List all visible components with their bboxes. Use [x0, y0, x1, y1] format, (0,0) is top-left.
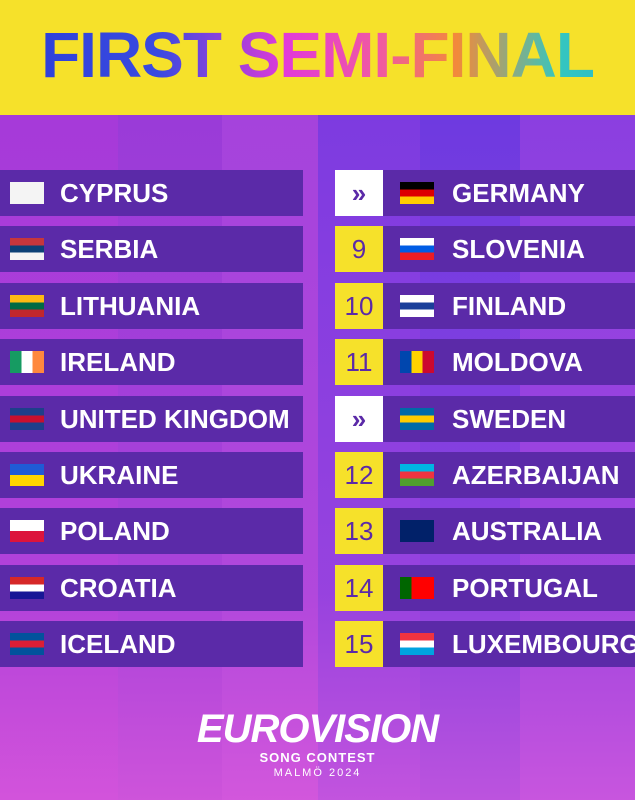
- country-name: GERMANY: [452, 178, 585, 208]
- title: FIRST SEMI-FINAL: [0, 18, 635, 92]
- country-row: [0, 621, 303, 668]
- country-row: [0, 564, 303, 611]
- country-name: SWEDEN: [452, 403, 567, 434]
- country-row: [0, 170, 303, 216]
- running-order-badge: 12: [335, 452, 383, 498]
- flag: [400, 182, 434, 204]
- country-name: UKRAINE: [60, 460, 179, 490]
- flag: [10, 464, 44, 486]
- country-name: PORTUGAL: [452, 572, 598, 603]
- running-order-badge: 9: [335, 226, 383, 273]
- country-row: [0, 226, 303, 273]
- logo: EUROVISION SONG CONTEST MALMÖ 2024: [0, 708, 635, 780]
- running-order-badge: 10: [335, 282, 383, 329]
- flag: [10, 520, 44, 543]
- flag: [10, 576, 44, 599]
- running-order-badge: »: [335, 395, 383, 442]
- flag: [10, 633, 44, 656]
- flag: [10, 407, 44, 430]
- flag: [400, 407, 434, 430]
- logo-name: EUROVISION: [196, 707, 439, 751]
- running-order-badge: »: [335, 170, 383, 216]
- country-name: LUXEMBOURG: [452, 629, 635, 660]
- country-name: CYPRUS: [60, 178, 169, 208]
- country-name: MOLDOVA: [452, 347, 583, 378]
- country-name: UNITED KINGDOM: [60, 403, 290, 434]
- logo-subtitle: SONG CONTEST: [259, 750, 376, 765]
- running-order-badge: 15: [335, 621, 383, 668]
- flag: [400, 520, 434, 543]
- flag: [10, 294, 44, 317]
- country-row: [0, 395, 303, 442]
- flag: [400, 576, 434, 599]
- country-name: IRELAND: [60, 347, 176, 378]
- flag: [10, 182, 44, 204]
- country-name: FINLAND: [452, 290, 567, 321]
- flag: [400, 633, 434, 656]
- country-name: POLAND: [60, 516, 170, 547]
- running-order-badge: 11: [335, 339, 383, 386]
- flag: [400, 464, 434, 486]
- country-name: LITHUANIA: [60, 290, 201, 321]
- country-name: CROATIA: [60, 572, 177, 603]
- country-name: SERBIA: [60, 234, 159, 265]
- flag: [10, 238, 44, 261]
- flag: [400, 351, 434, 374]
- flag: [400, 294, 434, 317]
- header: FIRST SEMI-FINAL: [0, 0, 635, 115]
- country-row: [0, 508, 303, 555]
- running-order-badge: 13: [335, 508, 383, 555]
- country-row: [0, 452, 303, 498]
- country-row: [0, 339, 303, 386]
- running-order-badge: 14: [335, 564, 383, 611]
- flag: [400, 238, 434, 261]
- country-name: AUSTRALIA: [452, 516, 603, 547]
- country-name: SLOVENIA: [452, 234, 585, 265]
- flag: [10, 351, 44, 374]
- country-row: [0, 282, 303, 329]
- country-name: AZERBAIJAN: [452, 460, 620, 490]
- logo-place: MALMÖ 2024: [273, 767, 362, 779]
- country-name: ICELAND: [60, 629, 176, 660]
